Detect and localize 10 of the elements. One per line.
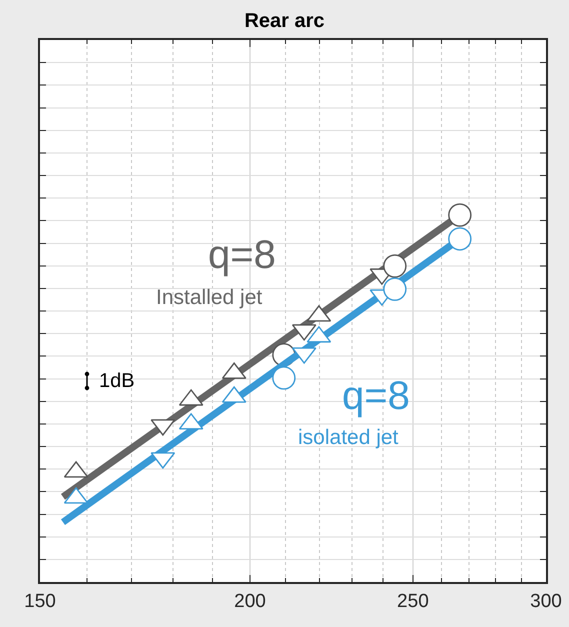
x-tick-label: 250 bbox=[397, 590, 429, 612]
x-tick-label: 200 bbox=[234, 590, 266, 612]
x-tick-label: 150 bbox=[24, 590, 56, 612]
annotation: isolated jet bbox=[298, 426, 399, 449]
chart-title: Rear arc bbox=[244, 10, 325, 32]
annotation: q=8 bbox=[208, 233, 276, 277]
annotation: Installed jet bbox=[156, 286, 262, 309]
annotation: q=8 bbox=[342, 374, 410, 418]
annotation: 1dB bbox=[99, 370, 135, 392]
x-tick-label: 300 bbox=[530, 590, 562, 612]
